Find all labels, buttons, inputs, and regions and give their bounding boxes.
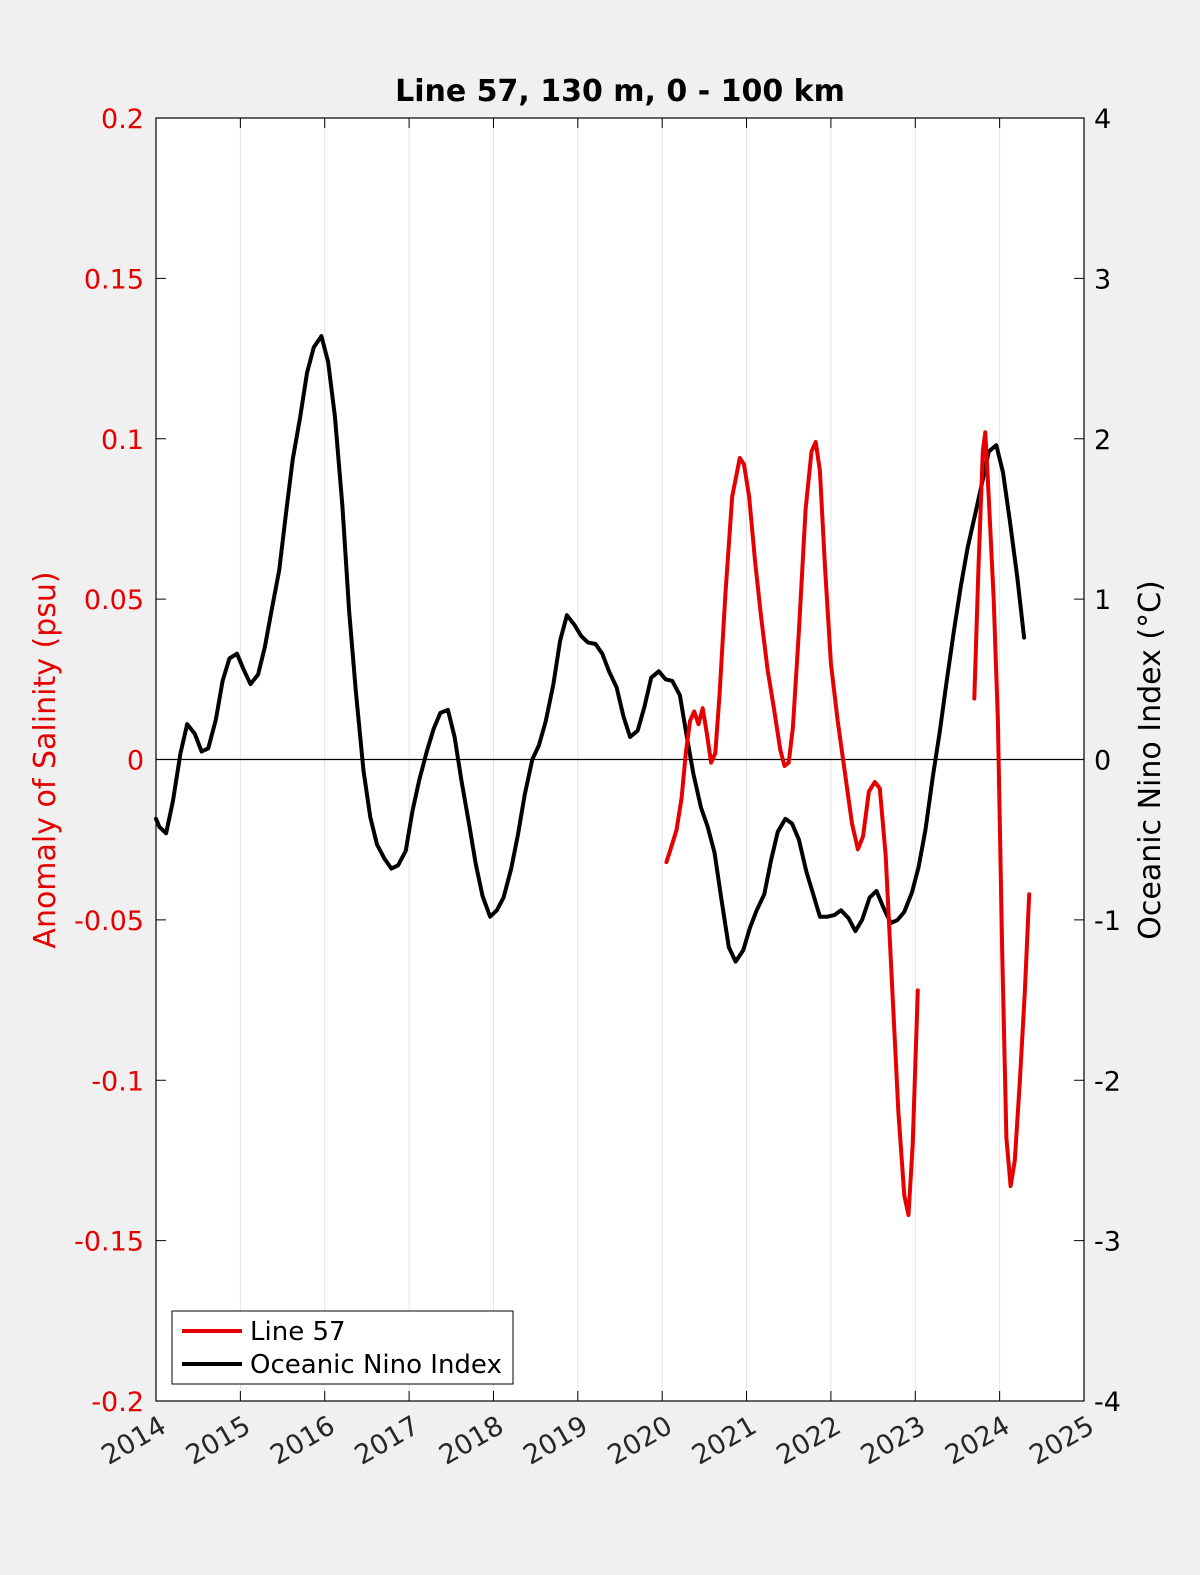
y-left-tick-label: 0 bbox=[127, 746, 144, 777]
y-right-tick-label: -4 bbox=[1094, 1387, 1121, 1418]
y-left-tick-label: 0.05 bbox=[84, 585, 144, 616]
x-tick-label: 2024 bbox=[940, 1410, 1015, 1471]
x-tick-label: 2023 bbox=[856, 1410, 931, 1471]
y-right-axis-label: Oceanic Nino Index (°C) bbox=[1133, 580, 1168, 940]
y-right-tick-label: -2 bbox=[1094, 1066, 1121, 1097]
series-line-line-57-segment-1 bbox=[664, 440, 920, 1217]
y-right-tick-label: 0 bbox=[1094, 746, 1111, 777]
y-right-tick-label: -1 bbox=[1094, 906, 1121, 937]
x-tick-label: 2019 bbox=[518, 1410, 593, 1471]
x-tick-label: 2016 bbox=[265, 1410, 340, 1471]
y-left-tick-label: 0.1 bbox=[101, 425, 144, 456]
x-tick-label: 2017 bbox=[350, 1410, 425, 1471]
y-right-tick-label: 4 bbox=[1094, 104, 1111, 135]
x-tick-label: 2021 bbox=[687, 1410, 762, 1471]
y-right-tick-label: 2 bbox=[1094, 425, 1111, 456]
series-line-line-57-segment-2 bbox=[972, 430, 1032, 1189]
legend-label-oni: Oceanic Nino Index bbox=[250, 1350, 502, 1380]
x-tick-label: 2025 bbox=[1024, 1410, 1099, 1471]
legend-label-line-57: Line 57 bbox=[250, 1317, 346, 1347]
y-left-tick-label: -0.1 bbox=[91, 1066, 144, 1097]
y-right-tick-label: -3 bbox=[1094, 1227, 1121, 1258]
series-layer bbox=[154, 334, 1032, 1217]
x-tick-label: 2018 bbox=[434, 1410, 509, 1471]
y-left-axis-label: Anomaly of Salinity (psu) bbox=[28, 571, 63, 948]
y-right-tick-label: 1 bbox=[1094, 585, 1111, 616]
x-tick-label: 2020 bbox=[603, 1410, 678, 1471]
y-right-tick-label: 3 bbox=[1094, 264, 1111, 295]
y-left-tick-label: 0.2 bbox=[101, 104, 144, 135]
legend: Line 57 Oceanic Nino Index bbox=[171, 1310, 514, 1385]
x-tick-label: 2014 bbox=[96, 1410, 171, 1471]
y-left-tick-label: -0.05 bbox=[74, 906, 144, 937]
y-left-tick-label: 0.15 bbox=[84, 264, 144, 295]
y-left-tick-label: -0.15 bbox=[74, 1227, 144, 1258]
x-tick-label: 2015 bbox=[181, 1410, 256, 1471]
y-left-tick-label: -0.2 bbox=[91, 1387, 144, 1418]
x-tick-label: 2022 bbox=[771, 1410, 846, 1471]
legend-box bbox=[171, 1310, 514, 1385]
series-line-oceanic-nino-index-segment-1 bbox=[154, 334, 1027, 964]
chart-title: Line 57, 130 m, 0 - 100 km bbox=[395, 74, 845, 109]
